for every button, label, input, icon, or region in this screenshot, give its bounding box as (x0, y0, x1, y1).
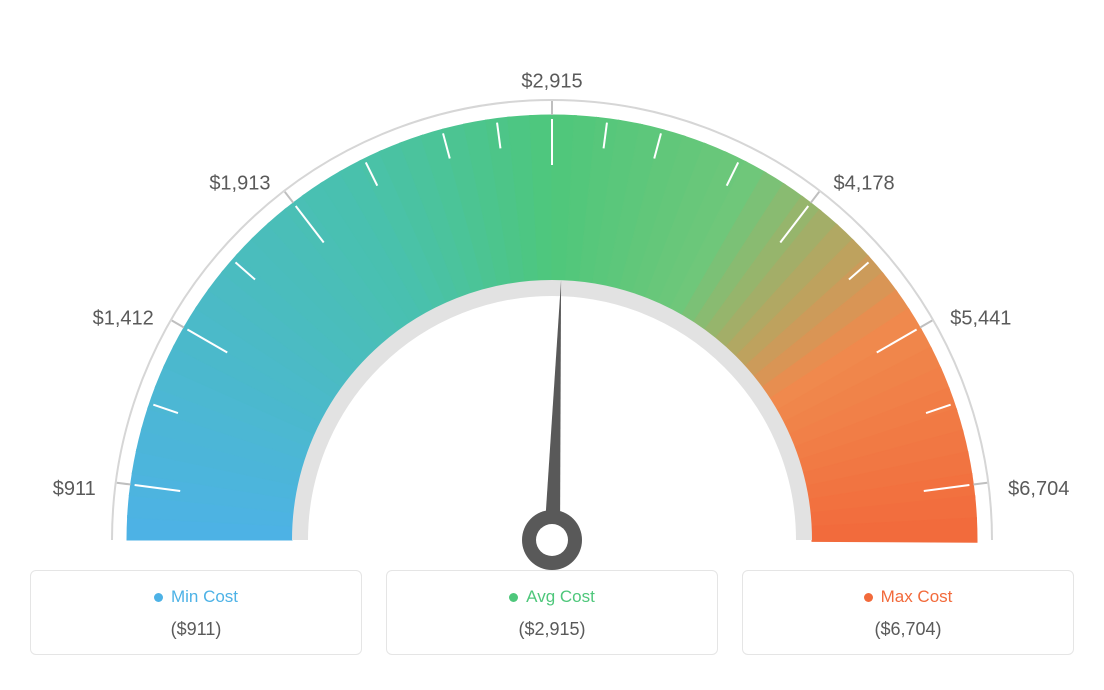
gauge-tick-label: $5,441 (950, 307, 1011, 329)
gauge-tick-label: $1,913 (209, 172, 270, 194)
legend-card-max: Max Cost ($6,704) (742, 570, 1074, 655)
legend-value: ($911) (41, 619, 351, 640)
legend-value: ($2,915) (397, 619, 707, 640)
legend-title: Min Cost (171, 587, 238, 607)
gauge-tick-label: $6,704 (1008, 478, 1069, 500)
gauge-tick-label: $911 (53, 478, 96, 500)
gauge-tick-label: $1,412 (93, 307, 154, 329)
gauge-tick-label: $4,178 (834, 172, 895, 194)
gauge-tick-label: $2,915 (521, 70, 582, 92)
legend-card-min: Min Cost ($911) (30, 570, 362, 655)
legend-value: ($6,704) (753, 619, 1063, 640)
dot-icon (864, 593, 873, 602)
legend-title: Max Cost (881, 587, 953, 607)
legend-title-row: Avg Cost (397, 587, 707, 607)
dot-icon (154, 593, 163, 602)
legend-title: Avg Cost (526, 587, 595, 607)
dot-icon (509, 593, 518, 602)
legend-title-row: Max Cost (753, 587, 1063, 607)
gauge-svg: $911 $1,412 $1,913 $2,915 $4,178 $5,441 $6,704 (0, 20, 1104, 580)
legend-card-avg: Avg Cost ($2,915) (386, 570, 718, 655)
gauge-chart: $911 $1,412 $1,913 $2,915 $4,178 $5,441 $6,704 (0, 0, 1104, 560)
legend-title-row: Min Cost (41, 587, 351, 607)
